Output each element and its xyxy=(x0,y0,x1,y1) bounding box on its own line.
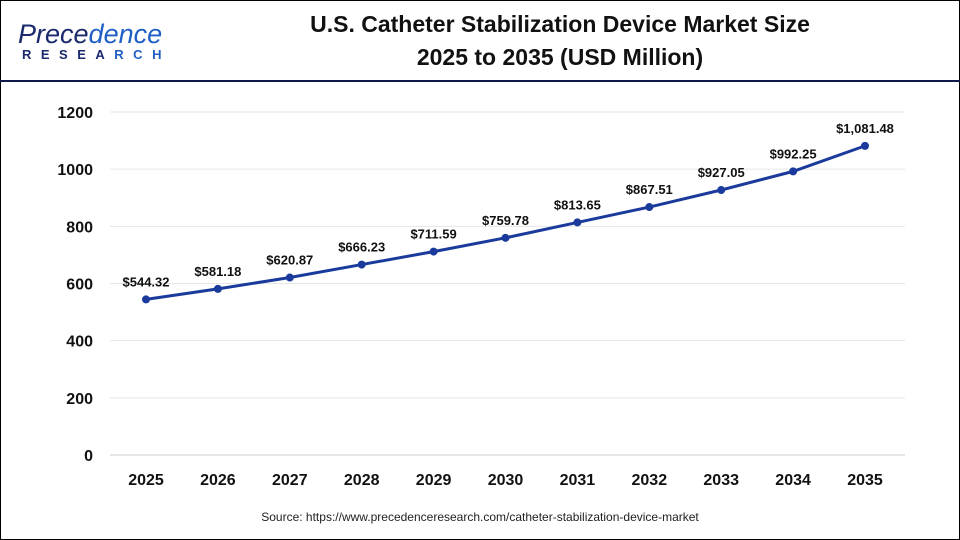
data-label: $927.05 xyxy=(698,165,745,180)
data-label: $867.51 xyxy=(626,182,673,197)
data-point xyxy=(213,284,222,293)
data-point xyxy=(789,167,798,176)
data-label: $813.65 xyxy=(554,197,601,212)
y-tick-label: 1000 xyxy=(57,162,93,179)
x-tick-label: 2031 xyxy=(560,472,596,489)
y-tick-label: 0 xyxy=(84,448,93,465)
data-label: $620.87 xyxy=(266,253,313,268)
data-point xyxy=(501,233,510,242)
x-tick-label: 2033 xyxy=(703,472,739,489)
x-tick-label: 2034 xyxy=(775,472,811,489)
data-point xyxy=(429,247,438,256)
data-point xyxy=(717,186,726,195)
x-tick-label: 2028 xyxy=(344,472,380,489)
precedence-research-logo: Precedence RESEARCH xyxy=(18,19,171,62)
y-tick-label: 400 xyxy=(66,334,93,351)
data-label: $992.25 xyxy=(770,146,817,161)
data-label: $711.59 xyxy=(410,227,456,242)
data-point xyxy=(357,260,366,269)
x-tick-label: 2032 xyxy=(632,472,668,489)
title-line-2: 2025 to 2035 (USD Million) xyxy=(416,44,704,70)
chart-title: U.S. Catheter Stabilization Device Marke… xyxy=(240,8,880,74)
y-tick-label: 800 xyxy=(66,219,93,236)
data-label: $1,081.48 xyxy=(836,121,894,136)
x-tick-label: 2027 xyxy=(272,472,308,489)
data-point xyxy=(285,273,294,282)
x-tick-label: 2030 xyxy=(488,472,524,489)
header: Precedence RESEARCH U.S. Catheter Stabil… xyxy=(0,0,960,82)
y-tick-label: 600 xyxy=(66,277,93,294)
data-label: $759.78 xyxy=(482,213,529,228)
data-label: $581.18 xyxy=(194,264,241,279)
data-point xyxy=(645,203,654,212)
data-point xyxy=(142,295,150,304)
title-line-1: U.S. Catheter Stabilization Device Marke… xyxy=(310,11,810,37)
x-tick-label: 2035 xyxy=(847,472,883,489)
source-text: Source: https://www.precedenceresearch.c… xyxy=(261,510,699,524)
y-tick-label: 200 xyxy=(66,391,93,408)
x-tick-label: 2026 xyxy=(200,472,236,489)
y-tick-label: 1200 xyxy=(57,105,93,122)
x-tick-label: 2025 xyxy=(128,472,164,489)
data-label: $544.32 xyxy=(123,274,170,289)
data-point xyxy=(573,218,582,227)
data-label: $666.23 xyxy=(338,240,385,255)
data-point xyxy=(861,141,869,150)
x-tick-label: 2029 xyxy=(416,472,452,489)
